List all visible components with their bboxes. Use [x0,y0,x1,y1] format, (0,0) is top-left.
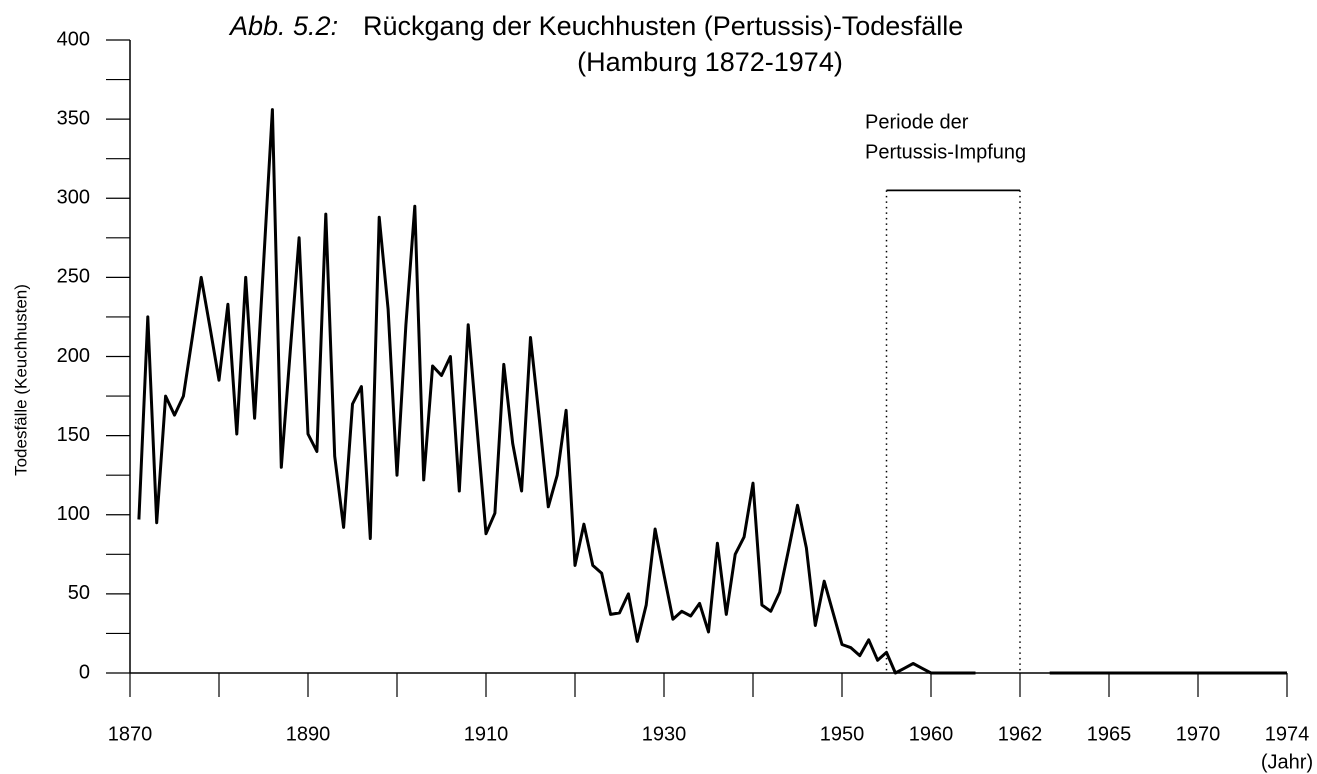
x-tick-label: 1890 [286,723,331,745]
x-tick-label: 1960 [909,723,954,745]
y-tick-label: 100 [57,503,90,525]
x-tick-label: 1870 [108,723,153,745]
y-tick-label: 50 [68,582,90,604]
chart-subtitle: (Hamburg 1872-1974) [577,47,843,77]
y-tick-label: 0 [79,661,90,683]
x-tick-label: 1965 [1087,723,1132,745]
y-tick-label: 200 [57,345,90,367]
annotation-line: Periode der [865,111,969,133]
x-tick-label: 1962 [998,723,1043,745]
y-tick-label: 150 [57,424,90,446]
y-tick-label: 300 [57,187,90,209]
x-tick-label: 1970 [1176,723,1221,745]
data-line [137,108,1287,675]
x-tick-label: 1930 [642,723,687,745]
x-tick-label: 1950 [820,723,865,745]
y-tick-label: 350 [57,107,90,129]
x-tick-label: 1974 [1265,723,1310,745]
y-axis-label: Todesfälle (Keuchhusten) [11,284,30,476]
x-axis-label: (Jahr) [1261,751,1313,773]
x-tick-label: 1910 [464,723,509,745]
chart-title-prefix: Abb. 5.2: [228,11,338,41]
y-tick-label: 250 [57,266,90,288]
annotation-line: Pertussis-Impfung [865,141,1026,163]
chart-title: Rückgang der Keuchhusten (Pertussis)-Tod… [363,11,963,41]
y-tick-label: 400 [57,28,90,50]
